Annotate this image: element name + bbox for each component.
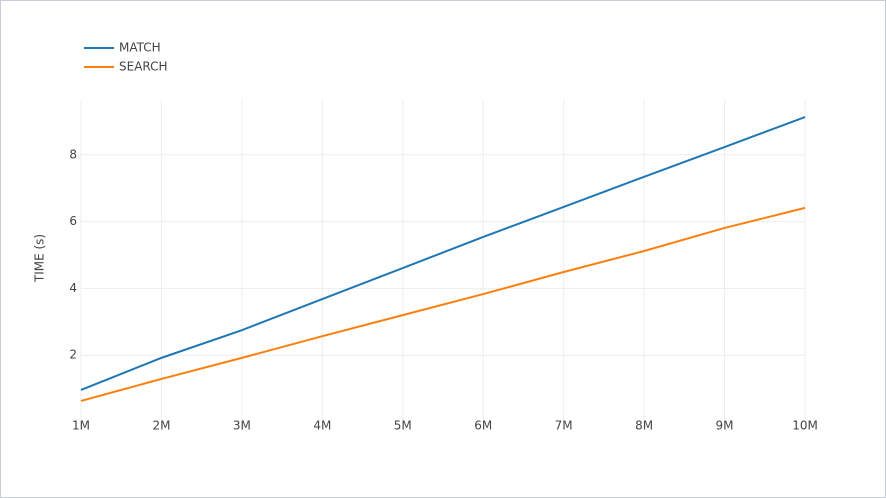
x-tick-label: 6M: [474, 419, 492, 433]
x-tick-label: 1M: [72, 419, 90, 433]
x-tick-label: 10M: [792, 419, 818, 433]
y-tick-label: 4: [69, 281, 77, 295]
x-tick-label: 2M: [152, 419, 170, 433]
x-tick-label: 4M: [313, 419, 331, 433]
legend-label: MATCH: [119, 41, 161, 55]
x-tick-label: 9M: [716, 419, 734, 433]
x-tick-label: 5M: [394, 419, 412, 433]
x-tick-label: 8M: [635, 419, 653, 433]
x-tick-label: 3M: [233, 419, 251, 433]
x-tick-label: 7M: [555, 419, 573, 433]
legend-label: SEARCH: [119, 60, 168, 74]
y-tick-label: 8: [69, 147, 77, 161]
y-axis-label: TIME (s): [33, 234, 47, 283]
data-line: [80, 116, 806, 391]
y-tick-label: 6: [69, 214, 77, 228]
data-line: [80, 206, 806, 402]
y-tick-label: 2: [69, 348, 77, 362]
